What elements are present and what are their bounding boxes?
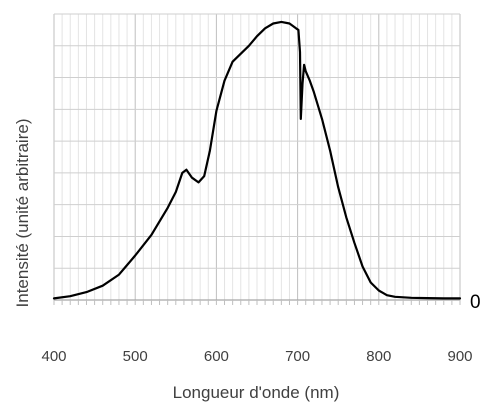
- chart-grid: [53, 13, 461, 300]
- x-tick-label: 600: [204, 348, 229, 365]
- x-axis-title: Longueur d'onde (nm): [173, 383, 340, 402]
- x-tick-label: 900: [447, 348, 472, 365]
- series-line: [52, 20, 462, 300]
- y-axis-title: Intensité (unité arbitraire): [13, 119, 32, 308]
- x-tick-label: 500: [123, 348, 148, 365]
- chart-labels: 400 500 600 700 800 900: [41, 348, 472, 365]
- x-tick-label: 700: [285, 348, 310, 365]
- chart-series: [52, 20, 462, 300]
- chart-axes: [53, 299, 461, 305]
- x-tick-label: 800: [366, 348, 391, 365]
- y-zero-label: 0: [470, 292, 481, 313]
- x-tick-label: 400: [41, 348, 66, 365]
